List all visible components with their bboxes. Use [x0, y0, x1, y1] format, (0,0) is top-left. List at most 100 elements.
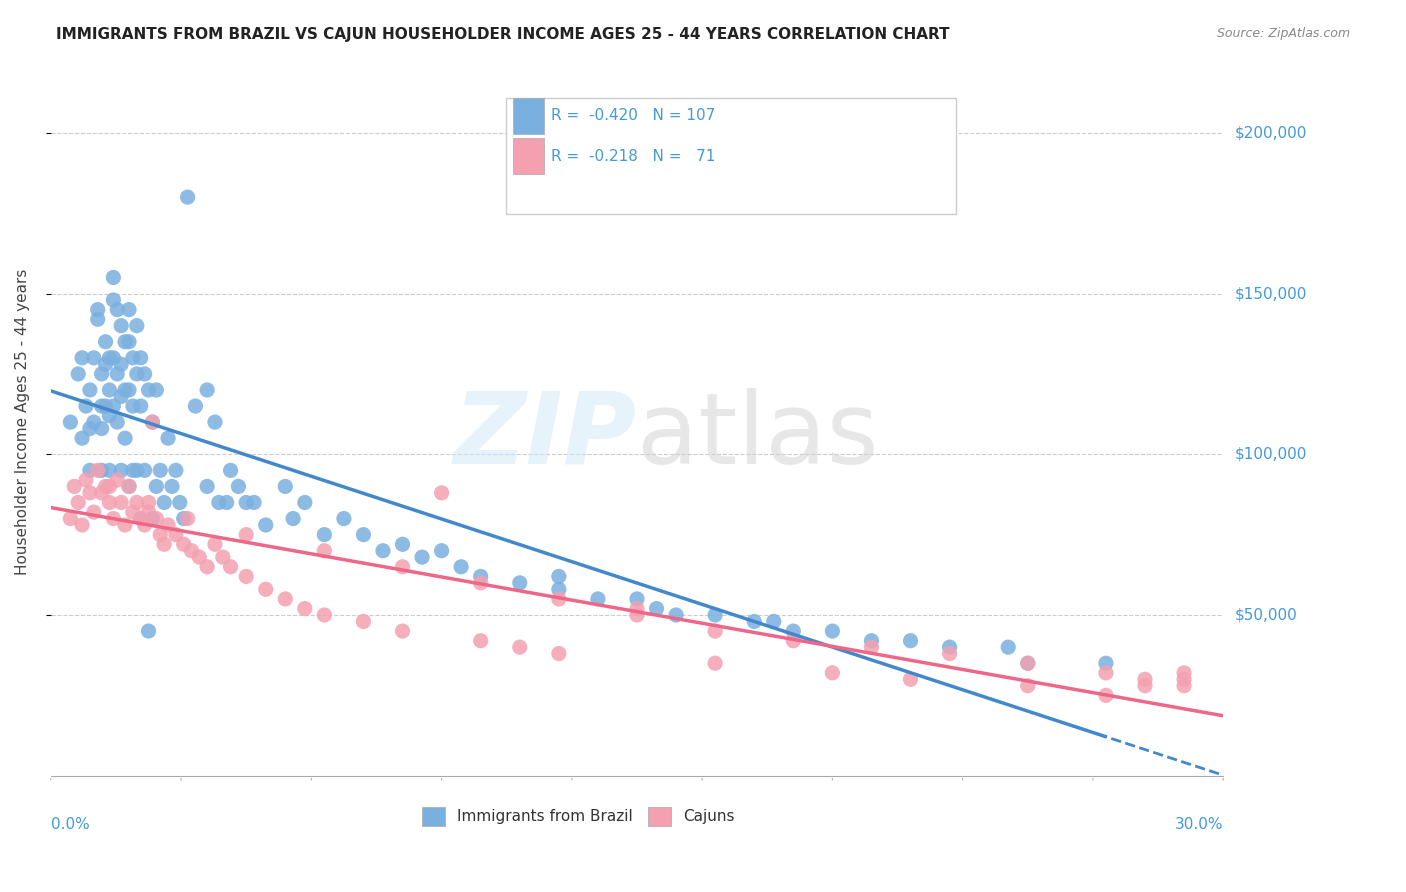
- Point: [138, 624, 160, 638]
- Point: [118, 302, 141, 317]
- Point: [105, 415, 128, 429]
- Point: [122, 463, 145, 477]
- Point: [195, 559, 218, 574]
- Point: [243, 495, 266, 509]
- Point: [157, 518, 180, 533]
- Point: [586, 591, 609, 606]
- Point: [67, 495, 90, 509]
- Point: [90, 486, 112, 500]
- Point: [110, 495, 132, 509]
- Point: [704, 607, 727, 622]
- Point: [160, 479, 183, 493]
- Point: [704, 657, 727, 671]
- Point: [173, 537, 195, 551]
- Point: [860, 633, 883, 648]
- Point: [63, 479, 86, 493]
- Point: [141, 511, 163, 525]
- Point: [105, 367, 128, 381]
- Point: [411, 550, 433, 565]
- Text: ZIP: ZIP: [454, 388, 637, 484]
- Point: [70, 351, 93, 365]
- Point: [1095, 657, 1118, 671]
- Point: [195, 383, 218, 397]
- Point: [391, 559, 413, 574]
- Text: $200,000: $200,000: [1234, 125, 1306, 140]
- Point: [204, 537, 226, 551]
- Point: [547, 647, 569, 661]
- Point: [665, 607, 688, 622]
- Point: [821, 665, 844, 680]
- Point: [103, 399, 125, 413]
- Point: [430, 543, 453, 558]
- Point: [114, 383, 136, 397]
- Point: [90, 399, 112, 413]
- Point: [94, 479, 117, 493]
- Point: [1133, 679, 1156, 693]
- Point: [254, 582, 277, 597]
- Point: [138, 505, 160, 519]
- Point: [188, 550, 211, 565]
- Point: [145, 511, 167, 525]
- Point: [129, 511, 152, 525]
- Point: [98, 463, 121, 477]
- Point: [118, 383, 141, 397]
- Point: [141, 415, 163, 429]
- Point: [83, 351, 105, 365]
- Point: [67, 367, 90, 381]
- Point: [153, 495, 176, 509]
- Text: R =  -0.218   N =   71: R = -0.218 N = 71: [551, 149, 716, 163]
- Point: [110, 389, 132, 403]
- Point: [94, 399, 117, 413]
- Point: [118, 479, 141, 493]
- Point: [87, 302, 110, 317]
- Point: [430, 486, 453, 500]
- Point: [165, 527, 187, 541]
- Point: [173, 511, 195, 525]
- Legend: Immigrants from Brazil, Cajuns: Immigrants from Brazil, Cajuns: [416, 801, 741, 831]
- Point: [294, 495, 316, 509]
- Point: [235, 569, 257, 583]
- Point: [391, 537, 413, 551]
- Point: [114, 431, 136, 445]
- Point: [294, 601, 316, 615]
- Point: [105, 473, 128, 487]
- Y-axis label: Householder Income Ages 25 - 44 years: Householder Income Ages 25 - 44 years: [15, 269, 30, 575]
- Text: $50,000: $50,000: [1234, 607, 1296, 623]
- Point: [314, 607, 336, 622]
- Point: [391, 624, 413, 638]
- Point: [1133, 673, 1156, 687]
- Point: [125, 318, 148, 333]
- Point: [938, 640, 960, 655]
- Point: [59, 511, 82, 525]
- Point: [105, 302, 128, 317]
- Point: [94, 334, 117, 349]
- Point: [228, 479, 250, 493]
- Point: [509, 640, 531, 655]
- Point: [195, 479, 218, 493]
- Point: [129, 351, 152, 365]
- Point: [180, 543, 202, 558]
- Point: [83, 415, 105, 429]
- Point: [125, 367, 148, 381]
- Point: [371, 543, 394, 558]
- Point: [153, 537, 176, 551]
- Point: [134, 463, 156, 477]
- Point: [59, 415, 82, 429]
- Point: [1173, 673, 1195, 687]
- Point: [235, 495, 257, 509]
- Text: 30.0%: 30.0%: [1174, 817, 1223, 832]
- Point: [274, 479, 297, 493]
- Point: [938, 647, 960, 661]
- Point: [122, 351, 145, 365]
- Point: [211, 550, 233, 565]
- Point: [1017, 679, 1039, 693]
- Point: [125, 495, 148, 509]
- Text: Source: ZipAtlas.com: Source: ZipAtlas.com: [1216, 27, 1350, 40]
- Point: [314, 543, 336, 558]
- Point: [547, 591, 569, 606]
- Point: [149, 463, 172, 477]
- Point: [1095, 689, 1118, 703]
- Point: [470, 575, 492, 590]
- Text: R =  -0.420   N = 107: R = -0.420 N = 107: [551, 109, 716, 123]
- Text: $150,000: $150,000: [1234, 286, 1306, 301]
